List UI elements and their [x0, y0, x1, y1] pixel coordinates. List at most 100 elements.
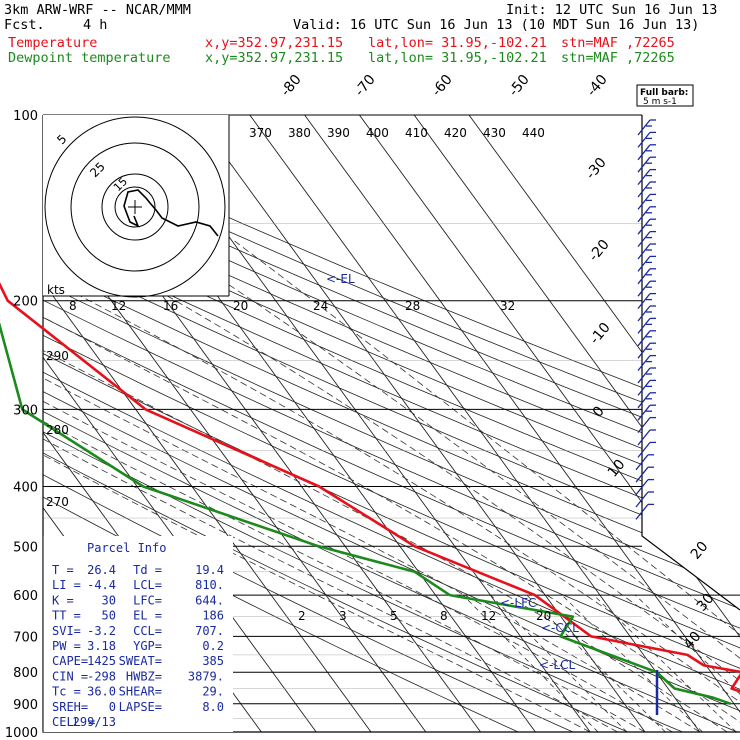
mixing-ratio-label: 8 [69, 299, 77, 313]
lcl-marker: <-LCL [539, 658, 575, 672]
isotherm-label: -10 [587, 320, 614, 348]
theta-label: 280 [46, 423, 69, 437]
wind-barb [637, 404, 656, 421]
mixing-ratio-label: 20 [233, 299, 248, 313]
parcel-value: 19.4 [195, 563, 224, 577]
wind-barb-shaft [637, 367, 651, 384]
wind-barb [637, 280, 656, 297]
wind-barb-shaft [637, 317, 651, 334]
parcel-value: -4.4 [87, 578, 116, 592]
wind-barb-shaft [637, 119, 651, 136]
init-time: Init: 12 UTC Sun 16 Jun 13 [506, 2, 718, 18]
wind-barb-shaft [637, 392, 651, 409]
parcel-value: 30 [102, 593, 116, 607]
wind-barb-shaft [637, 441, 651, 458]
parcel-key: CELL = [52, 715, 95, 729]
wind-barb-shaft [637, 193, 651, 210]
parcel-value: 707. [195, 624, 224, 638]
moist-adiabat-line [43, 240, 740, 732]
wind-barb-shaft [637, 330, 651, 347]
parcel-value: 0 [109, 700, 116, 714]
wind-barb [637, 168, 656, 186]
parcel-key: TT = [52, 609, 81, 623]
parcel-key: Tc = [52, 685, 81, 699]
pressure-label: 500 [13, 540, 38, 555]
el-marker: <-EL [326, 272, 355, 286]
isotherm-label: -20 [586, 237, 613, 265]
dewpoint-latlon: lat,lon= 31.95,-102.21 [368, 50, 547, 66]
parcel-key: SHEAR= [119, 685, 162, 699]
wind-barb [637, 354, 656, 372]
parcel-value: 0.2 [202, 639, 224, 653]
parcel-key: SREH= [52, 700, 88, 714]
wind-barb [637, 379, 656, 396]
wind-barb [637, 193, 656, 210]
wind-barb [635, 454, 654, 471]
hodograph-ring [101, 173, 169, 241]
wind-barb-shaft [637, 268, 651, 285]
lfc-marker: <-LFC [500, 596, 536, 610]
dewpoint-legend: Dewpoint temperature [8, 50, 171, 66]
wind-barb-shaft [637, 280, 651, 297]
parcel-key: LI = [52, 578, 81, 592]
isotherm-label: 20 [688, 539, 712, 563]
wind-barb [635, 478, 654, 496]
isotherm-label: -70 [352, 72, 379, 100]
parcel-key: LFC= [133, 593, 162, 607]
wind-panel-border [641, 115, 740, 611]
wind-barb [635, 503, 654, 520]
wind-barb-shaft [637, 342, 651, 359]
parcel-key: T = [52, 563, 74, 577]
pressure-label: 700 [13, 630, 38, 645]
wind-barb-shaft [637, 255, 651, 272]
wind-barb [637, 292, 656, 310]
wind-barb [637, 119, 656, 136]
mixing-ratio-label: 28 [405, 299, 420, 313]
pressure-label: 200 [13, 295, 38, 310]
pressure-label: 800 [13, 666, 38, 681]
theta-label: 290 [46, 349, 69, 363]
isotherm-line [43, 115, 317, 732]
theta-label: 410 [405, 126, 428, 140]
forecast-hours: 4 h [83, 17, 108, 33]
barb-legend-line2: 5 m s-1 [643, 97, 677, 107]
wind-barb [637, 441, 656, 458]
wind-barb-shaft [637, 243, 651, 260]
theta-label: 430 [483, 126, 506, 140]
parcel-key: K = [52, 593, 74, 607]
temperature-legend: Temperature [8, 35, 98, 51]
dewpoint-station: stn=MAF ,72265 [561, 50, 675, 66]
mixing-ratio-label: 12 [111, 299, 126, 313]
pressure-label: 900 [13, 698, 38, 713]
hodograph-trace [123, 189, 219, 237]
mixing-ratio-label: 32 [500, 299, 515, 313]
wind-barb-shaft [635, 479, 649, 496]
parcel-value: 3879. [188, 669, 224, 683]
parcel-value: 3.18 [87, 639, 116, 653]
parcel-key: PW = [52, 639, 81, 653]
wind-barb-shaft [637, 417, 651, 434]
temperature-latlon: lat,lon= 31.95,-102.21 [368, 35, 547, 51]
wind-barb-shaft [637, 169, 651, 186]
isotherm-label: -40 [584, 72, 611, 100]
wind-barb-shaft [637, 181, 651, 198]
parcel-value: 644. [195, 593, 224, 607]
theta-label: 400 [366, 126, 389, 140]
mixing-ratio-label: 12 [481, 609, 496, 623]
wind-barb [637, 367, 656, 384]
theta-label: 420 [444, 126, 467, 140]
parcel-key: CAPE= [52, 654, 88, 668]
wind-barb [637, 156, 656, 173]
theta-label: 370 [249, 126, 272, 140]
parcel-value: 26.4 [87, 563, 116, 577]
isotherm-label: -80 [278, 72, 305, 100]
wind-barb [637, 317, 656, 334]
wind-barb [637, 144, 656, 161]
moist-adiabat-line [43, 240, 618, 732]
wind-barb-shaft [635, 466, 649, 483]
wind-barb [637, 243, 656, 260]
ccl-marker: <-CCL [541, 621, 579, 635]
wind-barb-shaft [637, 305, 651, 322]
parcel-key: LCL= [133, 578, 162, 592]
wind-barb [637, 206, 656, 223]
